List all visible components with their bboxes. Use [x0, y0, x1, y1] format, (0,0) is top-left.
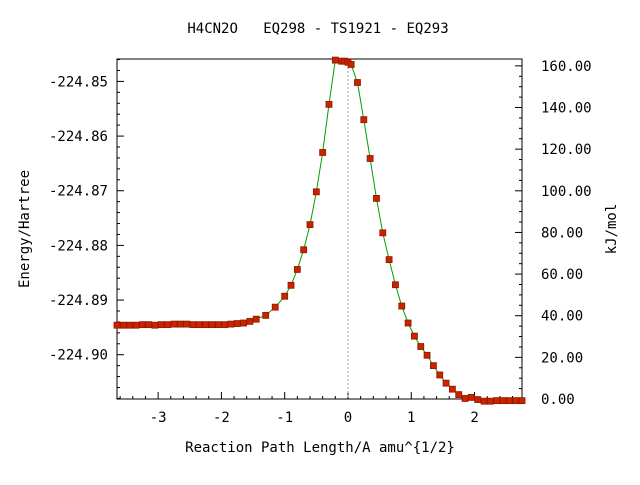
data-point — [246, 317, 254, 325]
data-point — [195, 321, 203, 329]
y-axis-title-left: Energy/Hartree — [17, 170, 33, 288]
x-tick-label: -3 — [150, 410, 167, 426]
data-point — [404, 319, 412, 327]
data-point — [183, 320, 191, 328]
data-point — [480, 397, 488, 405]
y2-tick-label: 140.00 — [541, 101, 592, 117]
y-tick-label: -224.86 — [49, 129, 108, 145]
data-point — [392, 281, 399, 289]
data-point — [287, 281, 295, 289]
x-tick-label: -1 — [276, 410, 293, 426]
data-point — [493, 397, 501, 405]
data-point — [145, 321, 153, 329]
data-point — [366, 155, 374, 162]
data-point — [189, 321, 197, 329]
data-point — [233, 320, 241, 327]
data-point — [214, 321, 222, 329]
data-point — [271, 303, 279, 311]
data-point — [306, 221, 314, 229]
plot-frame-group — [116, 58, 523, 400]
data-point — [325, 100, 333, 108]
data-point — [360, 116, 368, 124]
data-point — [385, 256, 393, 264]
chart-title: H4CN2O EQ298 - TS1921 - EQ293 — [187, 21, 448, 37]
data-point — [151, 321, 159, 329]
x-tick-label: 2 — [470, 410, 478, 426]
data-point — [202, 321, 209, 329]
data-point — [281, 292, 289, 300]
series-line — [117, 59, 522, 402]
series-group — [117, 59, 522, 402]
data-point — [132, 321, 140, 329]
data-point — [331, 56, 339, 64]
data-point — [312, 188, 320, 196]
data-point — [347, 61, 355, 68]
data-point — [300, 246, 308, 254]
y-tick-label: -224.90 — [49, 348, 108, 364]
y2-tick-label: 20.00 — [541, 350, 583, 366]
data-point — [293, 266, 301, 273]
data-point — [486, 397, 494, 405]
y2-tick-label: 0.00 — [541, 392, 575, 408]
x-axis-title: Reaction Path Length/A amu^{1/2} — [185, 440, 455, 456]
data-point — [467, 393, 475, 401]
y-tick-label: -224.85 — [49, 74, 108, 90]
data-point — [518, 397, 526, 405]
x-tick-label: -2 — [213, 410, 230, 426]
x-tick-label: 1 — [407, 410, 415, 426]
y2-tick-label: 60.00 — [541, 267, 583, 283]
data-point — [240, 319, 247, 327]
data-point — [113, 321, 121, 329]
data-point — [455, 391, 463, 399]
data-point — [499, 397, 507, 405]
data-point — [417, 343, 425, 350]
data-point — [176, 320, 184, 328]
data-point — [319, 149, 327, 156]
tick-labels-group: -3 -2 -1 0 1 2 -224.85 -224.86 -224.87 -224.88 -22… — [49, 59, 592, 426]
data-point — [373, 194, 380, 202]
plot-frame — [116, 58, 523, 400]
data-point — [208, 321, 216, 329]
data-point — [170, 320, 178, 328]
x-tick-label: 0 — [344, 410, 352, 426]
y2-tick-label: 40.00 — [541, 309, 583, 325]
data-point — [436, 371, 444, 379]
data-point — [126, 321, 134, 329]
data-point — [512, 397, 520, 405]
data-point — [505, 397, 513, 405]
y2-tick-label: 160.00 — [541, 59, 592, 75]
data-point — [354, 79, 361, 86]
data-point — [221, 321, 228, 329]
y-tick-label: -224.87 — [49, 184, 108, 200]
data-point — [164, 321, 172, 329]
data-point — [138, 321, 146, 329]
data-point — [398, 302, 406, 310]
data-point — [157, 321, 165, 329]
data-point — [227, 320, 235, 328]
axis-ticks-group — [117, 59, 522, 400]
y2-tick-label: 120.00 — [541, 142, 592, 158]
data-point — [119, 321, 127, 329]
data-point — [252, 315, 260, 323]
y2-tick-label: 100.00 — [541, 184, 592, 200]
data-point — [474, 396, 482, 403]
y-tick-label: -224.89 — [49, 293, 108, 309]
y-axis-title-right: kJ/mol — [604, 204, 620, 255]
y2-tick-label: 80.00 — [541, 225, 583, 241]
data-point — [430, 362, 437, 370]
y-tick-label: -224.88 — [49, 238, 108, 254]
data-point — [423, 351, 431, 359]
data-point — [262, 311, 270, 319]
data-point — [411, 332, 418, 340]
data-point — [442, 379, 450, 387]
data-point — [379, 229, 387, 237]
data-point — [461, 395, 469, 402]
markers-group — [113, 56, 526, 405]
data-point — [448, 385, 456, 393]
